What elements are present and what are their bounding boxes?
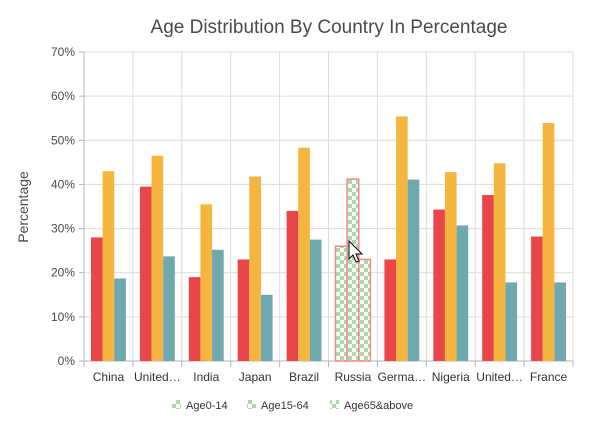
y-tick-label: 60% bbox=[51, 89, 75, 103]
bar[interactable] bbox=[531, 236, 543, 361]
bar[interactable] bbox=[542, 123, 555, 361]
x-tick-label: India bbox=[193, 370, 219, 384]
mouse-pointer-icon bbox=[348, 239, 364, 263]
y-tick-label: 10% bbox=[51, 310, 75, 324]
bar[interactable] bbox=[358, 258, 372, 362]
bar[interactable] bbox=[151, 155, 164, 361]
bar[interactable] bbox=[384, 259, 397, 361]
x-tick-label: France bbox=[530, 370, 568, 384]
legend-item[interactable]: Age15-64 bbox=[247, 400, 309, 412]
legend-label: Age65&above bbox=[344, 400, 413, 412]
bar[interactable] bbox=[212, 249, 224, 361]
legend-item[interactable]: Age65&above bbox=[330, 400, 413, 412]
bar[interactable] bbox=[396, 116, 408, 361]
bar[interactable] bbox=[260, 294, 273, 361]
x-tick-label: Germa… bbox=[378, 370, 427, 384]
bar[interactable] bbox=[407, 179, 420, 361]
bar[interactable] bbox=[286, 210, 299, 361]
bar[interactable] bbox=[102, 171, 115, 361]
bars bbox=[91, 116, 566, 362]
bar[interactable] bbox=[188, 277, 201, 361]
bar[interactable] bbox=[482, 195, 494, 361]
bar[interactable] bbox=[444, 172, 457, 361]
bar[interactable] bbox=[554, 282, 566, 361]
x-tick-label: Brazil bbox=[289, 370, 319, 384]
y-tick-label: 0% bbox=[58, 354, 76, 368]
y-tick-label: 40% bbox=[51, 177, 75, 191]
bar[interactable] bbox=[456, 225, 469, 361]
legend-item[interactable]: Age0-14 bbox=[172, 400, 228, 412]
bar[interactable] bbox=[493, 163, 506, 361]
grid bbox=[83, 51, 574, 362]
y-tick-label: 30% bbox=[51, 222, 75, 236]
x-tick-label: Russia bbox=[335, 370, 372, 384]
x-tick-labels: China United… India Japan Brazil Russia Germa…… bbox=[93, 370, 568, 384]
x-tick-label: Nigeria bbox=[432, 370, 470, 384]
legend-swatch bbox=[172, 400, 181, 409]
bar[interactable] bbox=[200, 204, 213, 361]
x-tick-label: United… bbox=[134, 370, 181, 384]
legend-label: Age0-14 bbox=[186, 400, 228, 412]
bar[interactable] bbox=[309, 239, 322, 361]
y-tick-label: 20% bbox=[51, 266, 75, 280]
bar[interactable] bbox=[433, 209, 445, 361]
bar[interactable] bbox=[298, 147, 310, 361]
y-tick-label: 50% bbox=[51, 133, 75, 147]
bar[interactable] bbox=[237, 259, 250, 361]
legend-swatch bbox=[247, 400, 256, 409]
legend-swatch bbox=[330, 400, 339, 409]
x-tick-label: Japan bbox=[239, 370, 272, 384]
bar[interactable] bbox=[114, 278, 126, 361]
legend: Age0-14 Age15-64 Age65&above bbox=[172, 400, 413, 412]
chart-title: Age Distribution By Country In Percentag… bbox=[151, 17, 508, 38]
y-axis-label: Percentage bbox=[15, 171, 31, 243]
bar[interactable] bbox=[249, 176, 261, 361]
bar[interactable] bbox=[346, 178, 360, 362]
legend-label: Age15-64 bbox=[261, 400, 309, 412]
x-tick-label: United… bbox=[476, 370, 523, 384]
x-tick-label: China bbox=[93, 370, 125, 384]
y-tick-label: 70% bbox=[51, 45, 75, 59]
bar[interactable] bbox=[334, 245, 348, 362]
bar[interactable] bbox=[163, 256, 175, 361]
bar[interactable] bbox=[139, 186, 152, 361]
bar[interactable] bbox=[505, 282, 518, 361]
y-tick-labels: 0% 10% 20% 30% 40% 50% 60% 70% bbox=[51, 45, 75, 368]
bar[interactable] bbox=[91, 237, 103, 361]
